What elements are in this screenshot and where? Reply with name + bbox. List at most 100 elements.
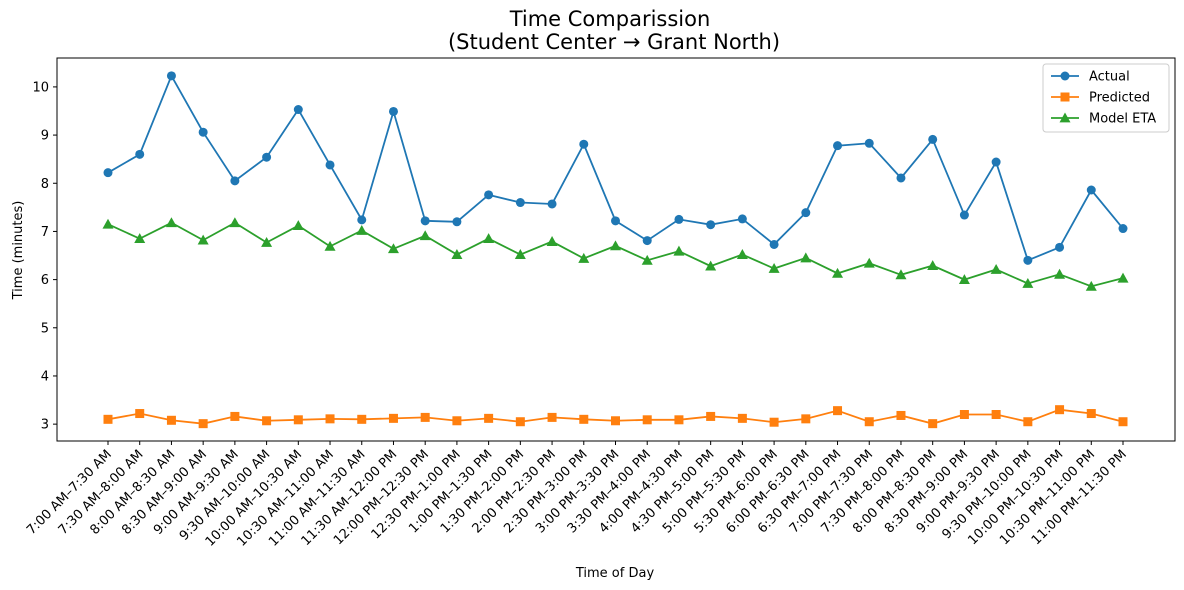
data-point [357, 215, 367, 225]
legend-label: Predicted [1089, 91, 1150, 106]
data-point [420, 412, 430, 422]
y-tick-label: 10 [32, 80, 49, 95]
legend-marker [1059, 112, 1071, 123]
data-point [674, 415, 684, 425]
data-point [1023, 417, 1033, 427]
x-axis: 7:00 AM–7:30 AM7:30 AM–8:00 AM8:00 AM–8:… [24, 441, 1130, 550]
data-point [387, 243, 399, 254]
data-point [135, 409, 145, 419]
data-point [292, 220, 304, 231]
data-point [991, 410, 1001, 420]
legend: Actual Predicted Model ETA [1042, 63, 1170, 133]
data-point [864, 417, 874, 427]
data-point [928, 419, 938, 429]
data-point [1055, 405, 1065, 415]
data-point [451, 249, 463, 259]
data-point [611, 216, 620, 226]
data-point [928, 134, 938, 144]
data-point [230, 176, 240, 186]
data-point [706, 411, 716, 421]
data-point [483, 233, 495, 244]
data-point [325, 414, 335, 424]
y-axis: 3 4 5 6 7 8 9 10 [32, 80, 57, 433]
data-point [833, 141, 843, 151]
data-point [673, 245, 685, 256]
y-axis-label: Time (minutes) [11, 201, 26, 301]
y-tick-label: 7 [41, 225, 49, 240]
data-point [103, 168, 113, 178]
data-point [103, 414, 113, 424]
data-point [198, 127, 208, 137]
data-point [832, 267, 844, 278]
data-point [610, 240, 621, 251]
data-point [1023, 255, 1033, 265]
data-point [1117, 272, 1129, 283]
series-line [107, 221, 1124, 288]
data-point [1118, 417, 1128, 427]
data-point [769, 239, 779, 249]
data-point [801, 208, 811, 218]
legend-item: Actual [1051, 70, 1130, 85]
x-axis-label: Time of Day [575, 566, 655, 581]
data-point [579, 139, 589, 149]
data-point [769, 417, 779, 427]
data-point [706, 220, 716, 230]
data-point [388, 413, 398, 423]
data-point [420, 216, 430, 226]
series-model-eta [102, 217, 1129, 291]
legend-label: Model ETA [1089, 112, 1156, 127]
data-point [515, 198, 525, 208]
data-point [419, 230, 431, 241]
data-point [959, 210, 969, 220]
data-point [547, 199, 557, 209]
y-tick-label: 3 [41, 418, 49, 433]
data-point [579, 414, 589, 424]
y-tick-label: 8 [41, 177, 49, 192]
data-point [197, 234, 209, 245]
data-point [833, 406, 843, 416]
y-tick-label: 6 [41, 273, 49, 288]
legend-box [1042, 63, 1170, 133]
data-point [484, 190, 494, 200]
data-point [705, 260, 717, 271]
data-point [674, 214, 684, 224]
series-predicted [103, 405, 1128, 429]
series-line [107, 73, 1124, 262]
data-point [863, 257, 875, 268]
data-point [1085, 280, 1097, 291]
data-point [293, 105, 303, 115]
data-point [546, 236, 558, 246]
data-point [958, 274, 970, 285]
data-point [864, 138, 874, 148]
data-point [800, 252, 812, 263]
data-point [293, 415, 303, 425]
data-point [737, 214, 747, 224]
data-point [452, 416, 462, 426]
data-point [324, 240, 336, 251]
data-point [959, 410, 969, 420]
data-point [991, 157, 1001, 167]
data-point [230, 411, 240, 421]
data-point [262, 152, 272, 162]
data-point [166, 71, 176, 81]
series-layer [102, 71, 1129, 429]
data-point [642, 236, 652, 246]
data-point [102, 218, 114, 229]
data-point [737, 413, 747, 423]
y-tick-label: 4 [41, 369, 49, 384]
legend-marker [1060, 71, 1070, 81]
data-point [611, 416, 620, 426]
data-point [990, 263, 1002, 274]
chart-title-line2: (Student Center → Grant North) [448, 30, 780, 54]
data-point [135, 149, 145, 159]
legend-label: Actual [1089, 70, 1130, 85]
data-point [198, 419, 208, 429]
data-point [229, 217, 241, 228]
data-point [166, 415, 176, 425]
data-point [642, 415, 652, 425]
data-point [1086, 185, 1096, 195]
data-point [896, 410, 906, 420]
data-point [1086, 409, 1096, 419]
